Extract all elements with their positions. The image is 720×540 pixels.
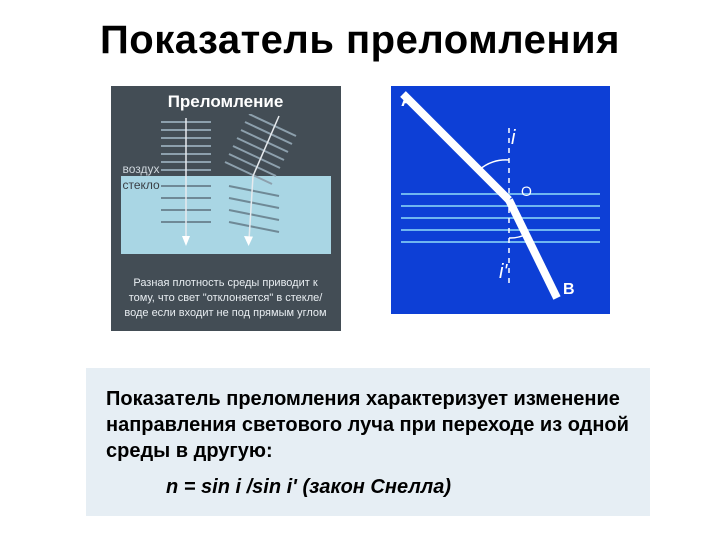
label-air: воздух: [123, 162, 160, 176]
snell-formula: n = sin i /sin i' (закон Снелла): [106, 474, 630, 500]
label-i: i: [511, 127, 516, 149]
left-figure-caption: Разная плотность среды приводит к тому, …: [123, 276, 329, 321]
label-i-prime: i': [499, 261, 508, 283]
left-figure-title: Преломление: [111, 92, 341, 112]
definition-textbox: Показатель преломления характеризует изм…: [86, 368, 650, 516]
snell-diagram: A O B i i': [391, 86, 610, 314]
right-figure-svg: A O B i i': [393, 88, 608, 312]
label-O: O: [521, 183, 532, 199]
definition-body: Показатель преломления характеризует изм…: [106, 386, 630, 464]
label-B: B: [563, 281, 575, 298]
label-glass: стекло: [123, 178, 160, 192]
label-A: A: [401, 93, 413, 110]
slide-title: Показатель преломления: [0, 18, 720, 63]
figure-row: Преломление: [0, 86, 720, 331]
refraction-illustration: Преломление: [111, 86, 341, 331]
